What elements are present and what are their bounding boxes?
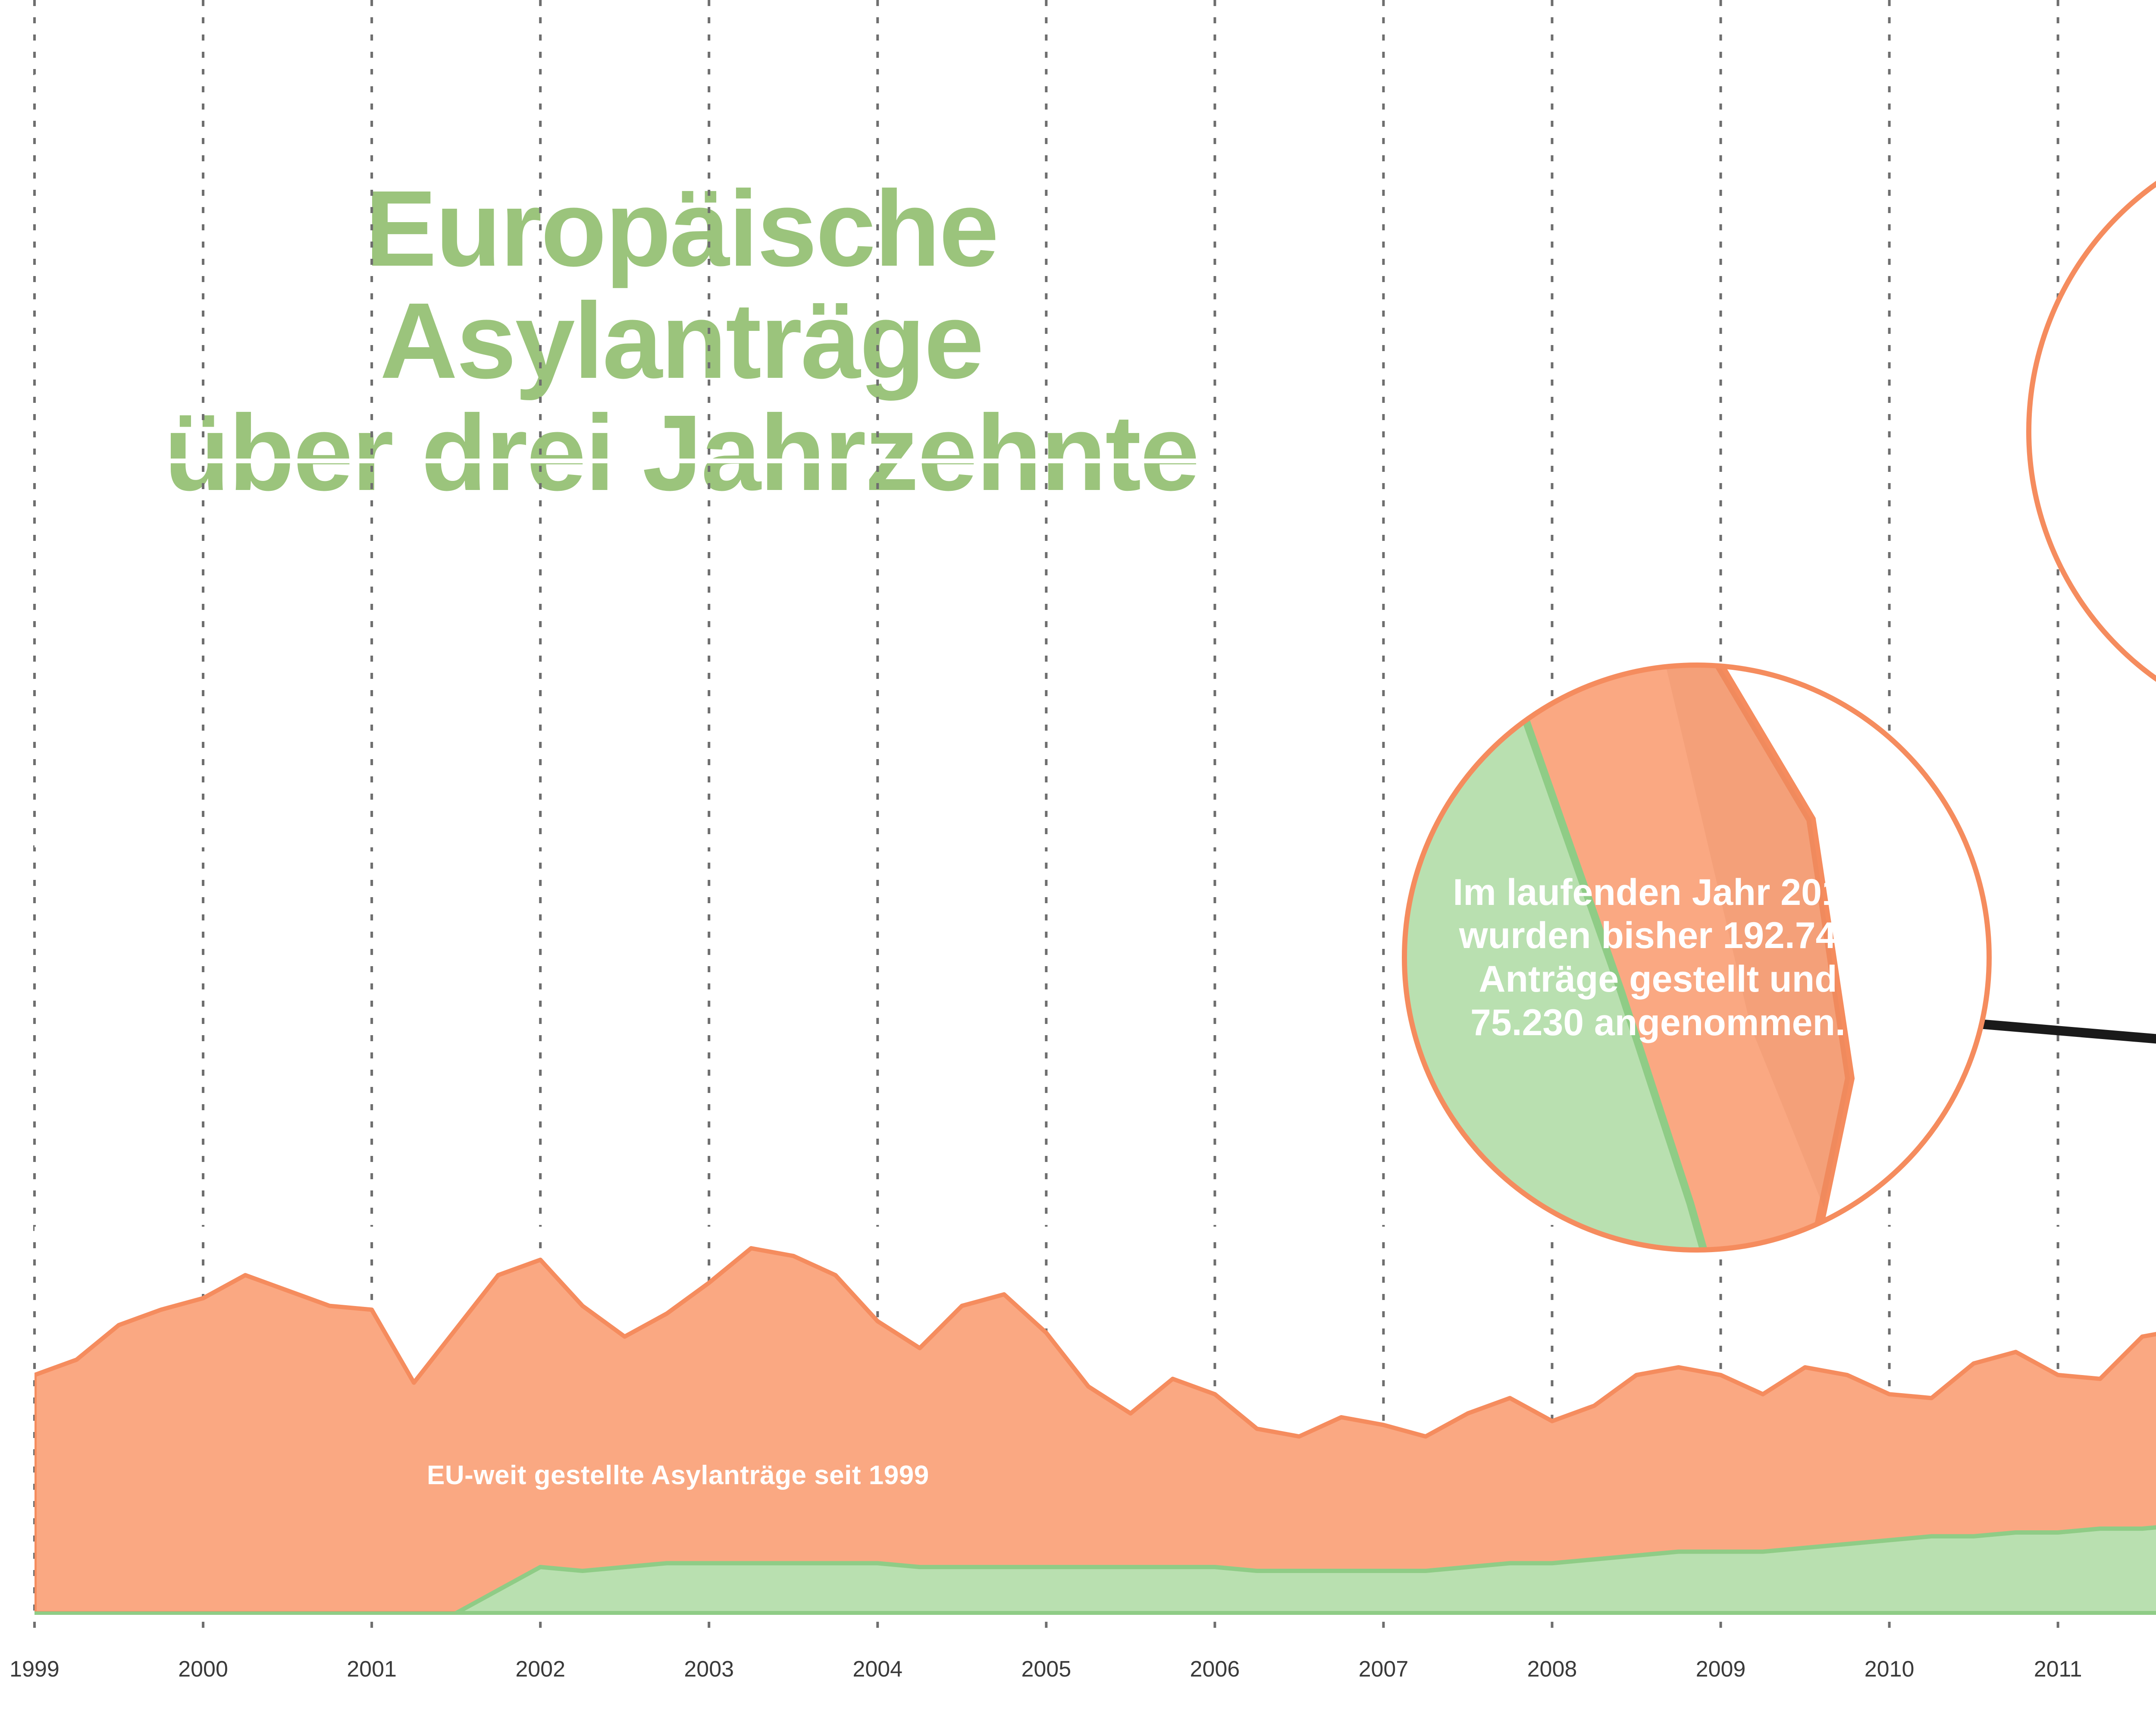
x-tick-2005: 2005 [1021,1657,1072,1682]
callout-2015-text: 2015 wurden so viele Asylanträge wie noc… [2027,125,2156,738]
callout-2018: Im laufenden Jahr 2018 wurden bisher 192… [1404,664,1990,1251]
x-tick-2003: 2003 [684,1657,734,1682]
series-area-applications [34,1246,2156,1613]
x-tick-2010: 2010 [1864,1657,1915,1682]
x-tick-2011: 2011 [2034,1657,2082,1682]
x-tick-2001: 2001 [347,1657,397,1682]
title-line-1: Europäische Asylanträge [365,168,999,401]
x-tick-2006: 2006 [1190,1657,1240,1682]
page-title: Europäische Asylanträge über drei Jahrze… [142,173,1220,509]
magnifier-ring-2018 [1402,663,1992,1253]
x-tick-2009: 2009 [1695,1657,1746,1682]
callout-2015: 2015 wurden so viele Asylanträge wie noc… [2027,125,2156,738]
title-line-2: über drei Jahrzehnte [164,392,1200,513]
series-label-applications: EU-weit gestellte Asylanträge seit 1999 [427,1460,929,1490]
chart-areas [34,1246,2156,1613]
leader-line-2018 [1969,1018,2156,1044]
x-tick-2008: 2008 [1527,1657,1577,1682]
x-tick-2000: 2000 [178,1657,228,1682]
callout-2018-text: Im laufenden Jahr 2018 wurden bisher 192… [1453,871,1863,1043]
x-tick-2007: 2007 [1358,1657,1409,1682]
x-tick-2004: 2004 [852,1657,903,1682]
x-tick-2002: 2002 [515,1657,565,1682]
series-area-accepted [454,1525,2156,1613]
magnifier-ring-2015 [2026,181,2156,682]
x-tick-1999: 1999 [9,1657,60,1682]
magnifier-2018 [1402,663,2156,1253]
